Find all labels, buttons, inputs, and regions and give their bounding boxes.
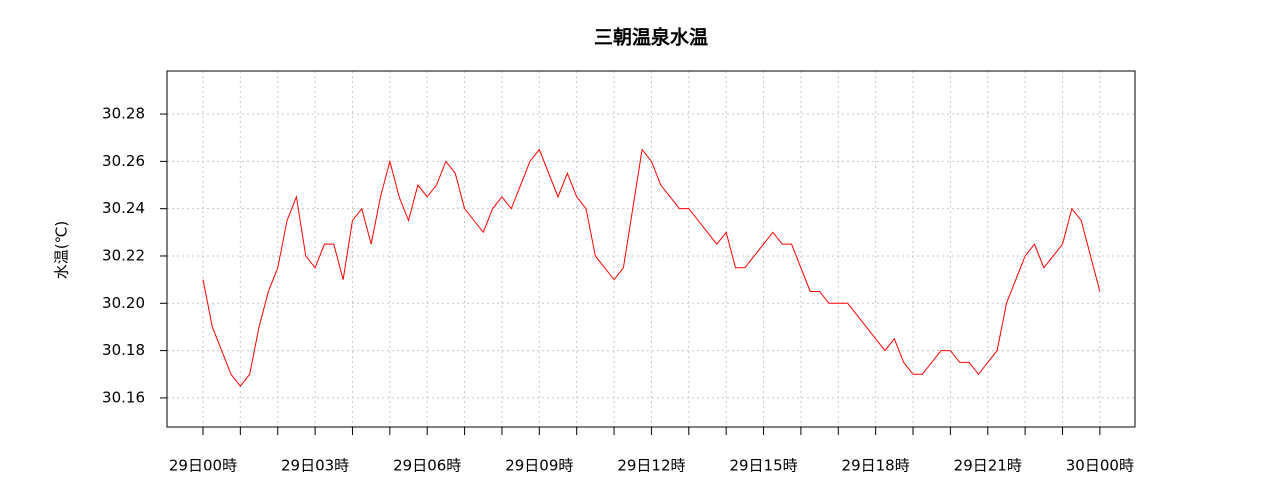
- x-tick-label: 29日09時: [505, 457, 573, 475]
- x-tick-label: 29日12時: [617, 457, 685, 475]
- x-tick-label: 29日21時: [954, 457, 1022, 475]
- y-tick-label: 30.18: [102, 341, 145, 359]
- x-tick-label: 29日00時: [169, 457, 237, 475]
- x-tick-label: 29日15時: [729, 457, 797, 475]
- x-tick-label: 29日06時: [393, 457, 461, 475]
- x-tick-label: 29日03時: [281, 457, 349, 475]
- y-tick-label: 30.24: [102, 199, 145, 217]
- y-tick-label: 30.22: [102, 246, 145, 264]
- data-line: [202, 148, 1101, 387]
- y-tick-label: 30.16: [102, 388, 145, 406]
- x-tick-label: 29日18時: [842, 457, 910, 475]
- chart-title: 三朝温泉水温: [594, 26, 708, 49]
- y-axis-label: 水温(℃): [53, 221, 71, 280]
- x-tick-label: 30日00時: [1066, 457, 1134, 475]
- y-tick-label: 30.20: [102, 294, 145, 312]
- plot-frame: [166, 70, 1136, 428]
- y-tick-label: 30.26: [102, 152, 145, 170]
- y-tick-label: 30.28: [102, 105, 145, 123]
